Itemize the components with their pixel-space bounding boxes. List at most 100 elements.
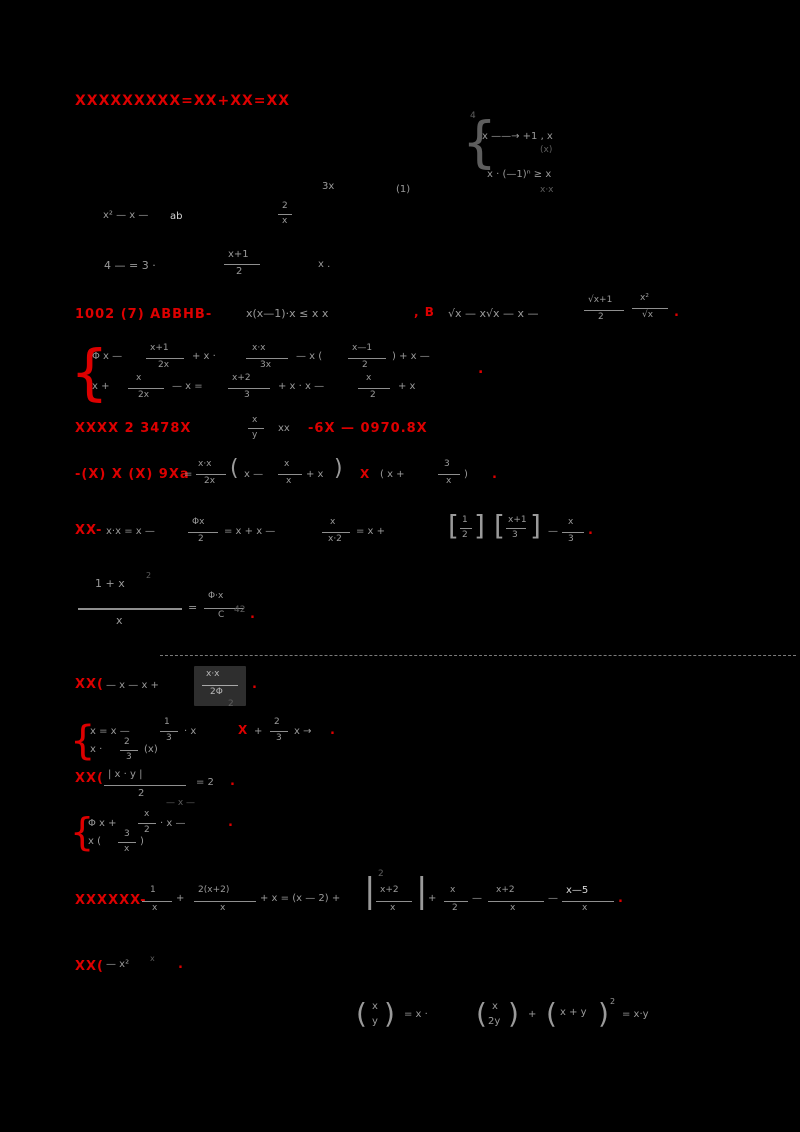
math-fragment: ) <box>384 997 395 1030</box>
math-fragment: 2 <box>610 997 616 1006</box>
math-fragment: ] <box>474 509 485 542</box>
math-fragment: | <box>416 871 428 911</box>
red-annotation: . <box>674 305 680 320</box>
fraction-bar <box>248 428 264 429</box>
fraction-bar <box>348 358 386 359</box>
red-annotation: . <box>228 815 234 830</box>
math-fragment: ( <box>356 997 367 1030</box>
fraction-bar <box>160 731 178 732</box>
math-fragment: x → <box>294 726 312 737</box>
math-fragment: x·x <box>198 459 212 469</box>
math-fragment: √x — x√x — x — <box>448 307 539 320</box>
brace-glyph: { <box>70 337 109 408</box>
math-fragment: 3 <box>126 752 132 762</box>
math-fragment: x + y <box>560 1007 587 1018</box>
math-fragment: — x = <box>172 381 203 392</box>
fraction-bar <box>196 474 226 475</box>
red-annotation: . <box>230 774 236 789</box>
fraction-bar <box>376 901 412 902</box>
math-fragment: — x² <box>106 959 130 970</box>
math-fragment: 2 <box>598 312 604 322</box>
math-fragment: [ <box>448 509 459 542</box>
math-fragment: 42 <box>234 605 246 615</box>
red-annotation: . <box>618 891 624 906</box>
math-fragment: — <box>548 526 558 537</box>
math-fragment: ) <box>508 997 519 1030</box>
math-fragment: = x · <box>404 1009 428 1020</box>
math-fragment: √x+1 <box>588 295 613 305</box>
math-fragment: + <box>528 1009 537 1020</box>
math-fragment: 2 <box>378 869 384 879</box>
math-fragment: C <box>218 610 225 620</box>
fraction-bar <box>444 901 468 902</box>
math-fragment: + x · <box>192 351 216 362</box>
math-fragment: (x) <box>540 145 553 155</box>
math-fragment: ( <box>230 456 239 481</box>
math-fragment: 1 <box>150 885 156 895</box>
fraction-bar <box>322 532 350 533</box>
fraction-bar <box>228 388 270 389</box>
fraction-bar <box>146 358 184 359</box>
fraction-bar <box>632 308 668 309</box>
math-fragment: x <box>220 903 226 913</box>
math-fragment: 2x <box>204 476 216 486</box>
math-fragment: x·x <box>206 669 220 679</box>
math-fragment: x <box>144 809 150 819</box>
math-fragment: + x · x — <box>278 381 325 392</box>
math-fragment: (x) <box>144 744 158 755</box>
math-fragment: Φ x — <box>92 351 123 362</box>
math-fragment: + <box>254 726 263 737</box>
fraction-bar <box>562 532 584 533</box>
math-fragment: ) <box>464 469 468 480</box>
fraction-bar <box>488 901 544 902</box>
math-fragment: + x <box>398 381 416 392</box>
math-fragment: + <box>428 893 437 904</box>
math-fragment: ( <box>476 997 487 1030</box>
fraction-bar <box>224 264 260 265</box>
math-fragment: ) + x — <box>392 351 430 362</box>
red-annotation: XX- <box>75 523 103 538</box>
fraction-bar <box>118 842 136 843</box>
math-fragment: 1 <box>462 515 468 525</box>
math-fragment: 2 <box>138 788 145 799</box>
dashed-divider <box>160 655 796 656</box>
math-fragment: Φ·x <box>208 591 224 601</box>
math-fragment: + x <box>306 469 324 480</box>
math-fragment: 3 <box>276 733 282 743</box>
math-fragment: x <box>152 903 158 913</box>
math-fragment: ab <box>170 211 183 222</box>
math-fragment: x <box>286 476 292 486</box>
fraction-bar <box>104 785 186 786</box>
math-fragment: 2 <box>228 699 234 709</box>
math-fragment: y <box>372 1016 378 1027</box>
fraction-bar <box>562 901 614 902</box>
math-fragment: 2 <box>236 266 243 277</box>
math-fragment: 2Φ <box>210 687 223 697</box>
fraction-bar <box>194 901 256 902</box>
math-fragment: 3 <box>166 733 172 743</box>
red-annotation: X <box>360 467 371 481</box>
math-fragment: x <box>150 954 155 963</box>
math-fragment: x·x <box>252 343 266 353</box>
brace-glyph: { <box>462 110 497 174</box>
math-fragment: 3 <box>124 829 130 839</box>
math-fragment: 2x <box>158 360 170 370</box>
math-fragment: 3x <box>322 181 335 192</box>
math-fragment: = x·y <box>622 1009 649 1020</box>
math-fragment: x = x — <box>90 726 130 737</box>
math-fragment: [ <box>494 509 505 542</box>
math-fragment: 2(x+2) <box>198 885 230 895</box>
fraction-bar <box>78 608 182 610</box>
math-fragment: 3 <box>512 530 518 540</box>
red-annotation: XXXX 2 3478X <box>75 421 192 436</box>
brace-glyph: { <box>70 718 96 764</box>
math-fragment: ] <box>530 509 541 542</box>
math-fragment: x·x = x — <box>106 526 155 537</box>
math-fragment: 3 <box>244 390 250 400</box>
red-annotation: X <box>238 723 249 737</box>
math-fragment: + <box>176 893 185 904</box>
math-fragment: = <box>184 469 193 480</box>
math-fragment: x·x <box>540 185 554 195</box>
math-fragment: — x — <box>166 798 196 808</box>
